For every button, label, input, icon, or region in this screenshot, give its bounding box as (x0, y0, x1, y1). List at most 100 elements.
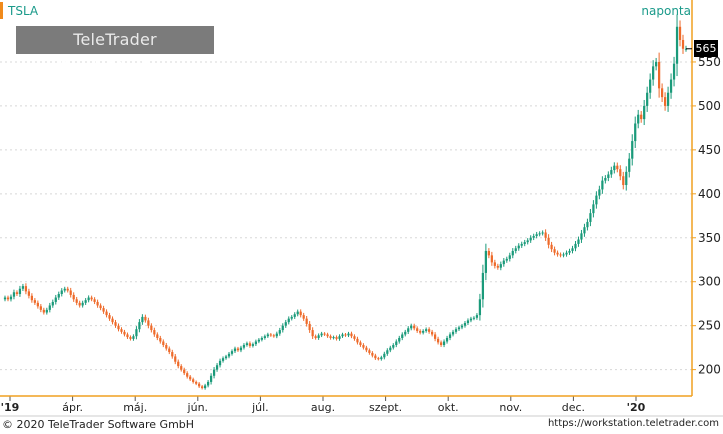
candle-body (266, 334, 269, 337)
candle-body (669, 79, 673, 93)
candle-body (203, 385, 207, 389)
candle-body (144, 316, 147, 321)
candle-body (637, 114, 640, 124)
candle-body (454, 329, 458, 332)
candle-body (646, 92, 649, 106)
candle-body (227, 353, 231, 357)
x-tick-label: aug. (311, 401, 335, 414)
candle-body (577, 239, 580, 244)
candle-body (610, 170, 613, 175)
candle-body (350, 333, 353, 337)
period-label: naponta (641, 4, 691, 18)
candle-body (323, 333, 326, 335)
candle-body (365, 347, 368, 351)
candle-body (206, 381, 210, 386)
candle-body (233, 348, 237, 352)
candle-body (129, 337, 132, 339)
candle-body (132, 336, 135, 339)
candle-body (168, 348, 171, 353)
candle-body (192, 379, 195, 382)
candle-body (496, 265, 499, 268)
candle-body (445, 337, 449, 342)
candle-body (550, 244, 553, 250)
candle-body (156, 334, 159, 338)
candle-body (649, 79, 652, 93)
ticker-marker (0, 2, 3, 19)
candle-body (281, 325, 284, 331)
y-tick-label: 450 (698, 143, 721, 157)
source-url[interactable]: https://workstation.teletrader.com (547, 418, 719, 429)
candle-body (383, 353, 386, 358)
candle-body (601, 180, 604, 190)
candle-body (493, 262, 496, 266)
candle-body (478, 299, 482, 316)
candle-body (559, 254, 562, 256)
copyright-text: © 2020 TeleTrader Software GmbH (2, 418, 195, 431)
candle-body (299, 311, 302, 316)
candle-body (180, 366, 183, 370)
candle-body (212, 369, 216, 376)
candle-body (332, 337, 335, 339)
candle-body (463, 323, 467, 326)
candle-body (120, 329, 123, 332)
candle-body (625, 171, 628, 186)
candle-body (272, 335, 275, 337)
candle-body (574, 243, 577, 249)
candle-body (21, 286, 25, 289)
candle-body (416, 328, 419, 331)
candle-body (72, 294, 75, 300)
candle-body (245, 343, 249, 346)
candle-body (278, 330, 281, 334)
candle-body (460, 325, 464, 328)
candle-body (48, 305, 51, 310)
candle-body (652, 66, 655, 80)
candle-body (398, 337, 401, 342)
y-tick-label: 350 (698, 231, 721, 245)
candle-body (410, 325, 413, 329)
candle-body (392, 345, 395, 348)
candle-body (616, 165, 619, 170)
candle-body (78, 302, 81, 306)
candle-body (39, 306, 42, 310)
ticker-symbol: TSLA (8, 4, 39, 18)
candle-body (389, 347, 392, 351)
candle-body (183, 369, 186, 374)
candle-body (433, 334, 437, 339)
candle-body (236, 348, 240, 351)
candle-body (36, 302, 39, 307)
candle-body (628, 158, 631, 172)
candle-body (335, 337, 338, 339)
candle-body (123, 331, 126, 335)
candle-body (209, 375, 213, 382)
candle-body (374, 355, 377, 359)
candle-body (30, 295, 34, 301)
candle-body (425, 329, 428, 331)
candle-body (102, 308, 105, 312)
candle-body (511, 250, 514, 256)
candle-body (108, 315, 111, 319)
candle-body (93, 299, 96, 302)
candle-body (466, 320, 470, 324)
candle-body (535, 234, 538, 237)
candle-body (362, 345, 365, 348)
candle-body (6, 297, 10, 300)
candle-body (9, 296, 13, 300)
candle-body (472, 317, 476, 319)
x-tick-label: szept. (369, 401, 402, 414)
candle-body (672, 63, 676, 80)
candle-body (586, 221, 589, 228)
candle-body (663, 97, 667, 106)
candle-body (248, 343, 252, 346)
candle-body (314, 336, 317, 338)
y-tick-label: 500 (698, 99, 721, 113)
candle-body (239, 347, 243, 351)
candle-body (514, 248, 517, 251)
candle-body (589, 213, 592, 222)
candle-body (66, 288, 69, 291)
candle-body (419, 330, 422, 333)
candle-body (45, 309, 48, 313)
candle-body (484, 250, 488, 273)
candle-body (407, 328, 410, 332)
candle-body (302, 315, 305, 319)
candle-body (24, 286, 28, 292)
